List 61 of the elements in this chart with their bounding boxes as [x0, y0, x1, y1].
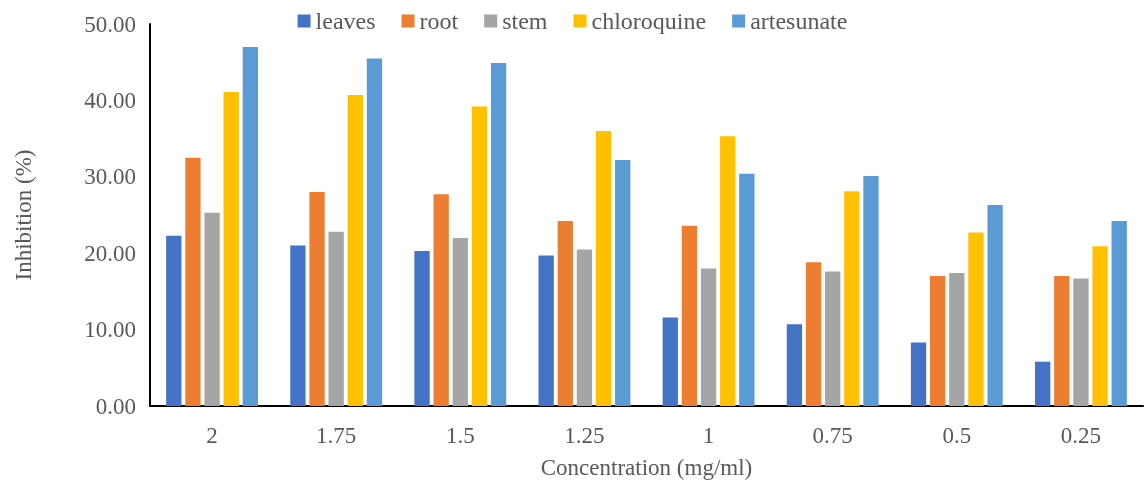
bar — [1111, 221, 1127, 406]
x-tick-label: 0.5 — [942, 423, 972, 448]
bar — [1035, 361, 1051, 406]
bar — [1054, 276, 1070, 406]
x-tick-label: 2 — [206, 423, 218, 448]
bar — [700, 268, 717, 406]
x-tick-label: 1.25 — [564, 423, 605, 448]
bar — [452, 237, 468, 406]
bar — [786, 324, 803, 406]
bar — [930, 276, 946, 406]
x-axis-title: Concentration (mg/ml) — [540, 455, 753, 480]
bar — [576, 249, 593, 406]
bar — [538, 255, 554, 406]
bar — [968, 232, 984, 406]
y-tick-label: 20.00 — [84, 240, 136, 266]
bar — [987, 205, 1003, 406]
bar — [615, 159, 631, 406]
bar — [204, 212, 220, 406]
bar — [490, 62, 507, 406]
bar — [366, 58, 383, 406]
y-tick-label: 50.00 — [84, 11, 136, 37]
bar — [720, 136, 736, 406]
legend-label: stem — [502, 8, 548, 34]
x-tick-label: 1 — [702, 423, 715, 448]
legend-label: artesunate — [750, 8, 848, 34]
bar — [414, 250, 430, 406]
x-tick-label: 0.75 — [812, 423, 853, 448]
bar — [557, 221, 573, 406]
bar — [805, 262, 822, 406]
bar — [1092, 246, 1108, 406]
bar — [681, 225, 698, 406]
bar — [328, 231, 344, 406]
bar — [739, 173, 755, 406]
legend-label: root — [419, 8, 459, 34]
bar — [1073, 278, 1089, 406]
bar — [844, 191, 860, 406]
bar — [662, 317, 678, 406]
bar — [309, 192, 325, 406]
bar — [825, 271, 841, 406]
bar — [290, 245, 306, 406]
x-tick-label: 1.5 — [445, 423, 475, 448]
bar — [471, 106, 488, 406]
bar — [242, 46, 258, 406]
bar — [433, 194, 449, 406]
legend-label: leaves — [315, 8, 376, 34]
bar — [185, 157, 201, 406]
y-tick-label: 0.00 — [95, 393, 136, 419]
x-tick-label: 1.75 — [316, 423, 357, 448]
bar — [910, 342, 927, 406]
bar — [166, 235, 182, 406]
y-tick-label: 10.00 — [84, 317, 136, 343]
legend-label: chloroquine — [591, 8, 707, 34]
x-tick-label: 0.25 — [1060, 423, 1102, 448]
y-tick-label: 30.00 — [84, 164, 136, 190]
bar — [595, 130, 612, 406]
y-axis-title: Inhibition (%) — [11, 149, 36, 281]
bar — [223, 92, 239, 406]
bar — [347, 95, 363, 406]
y-tick-label: 40.00 — [84, 87, 136, 113]
bar — [949, 273, 965, 406]
bar — [863, 176, 879, 406]
